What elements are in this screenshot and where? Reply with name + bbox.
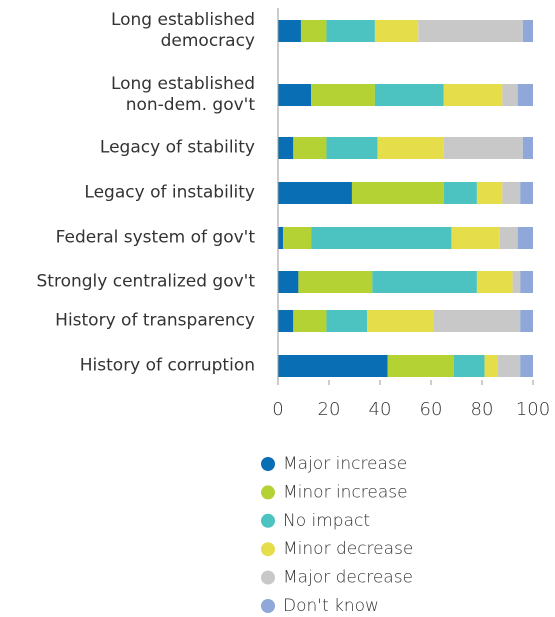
bar-segment: [443, 84, 503, 106]
bar-segment: [520, 310, 533, 332]
bar-segment: [387, 355, 454, 377]
bar-segment: [374, 20, 419, 42]
category-label: Long established democracy: [110, 10, 255, 51]
x-tick-label: 40: [369, 399, 392, 420]
bar-segment: [517, 84, 533, 106]
bar-segment: [520, 182, 533, 204]
bar-segment: [476, 182, 503, 204]
x-tick-label: 0: [272, 399, 283, 420]
bar-segment: [522, 137, 533, 159]
bar-segment: [443, 182, 477, 204]
bar-segment: [311, 227, 452, 249]
bar-segment: [278, 182, 352, 204]
legend-label: Major decrease: [283, 568, 413, 588]
legend-swatch: [261, 542, 275, 557]
bar-segment: [351, 182, 444, 204]
category-label: History of transparency: [55, 310, 255, 331]
bar-segment: [520, 355, 533, 377]
category-label: Federal system of gov't: [55, 227, 255, 248]
bar-segment: [502, 84, 518, 106]
bar-segment: [278, 20, 301, 42]
x-tick-label: 80: [471, 399, 494, 420]
x-tick-label: 100: [516, 399, 550, 420]
bar-segment: [293, 137, 327, 159]
bar-segment: [520, 271, 533, 293]
legend-swatch: [261, 457, 275, 471]
legend-label: Don't know: [283, 596, 379, 616]
x-tick-label: 20: [318, 399, 341, 420]
bar-segment: [522, 20, 533, 42]
bar-segment: [367, 310, 434, 332]
category-label: Strongly centralized gov't: [36, 271, 256, 292]
bar-segment: [372, 271, 477, 293]
bar-segment: [418, 20, 523, 42]
bar-segment: [300, 20, 327, 42]
category-label: Legacy of stability: [99, 137, 255, 158]
bar-segment: [502, 182, 521, 204]
bar-segment: [497, 355, 521, 377]
legend-label: No impact: [283, 511, 370, 531]
bar-segment: [298, 271, 373, 293]
category-label: Legacy of instability: [84, 182, 255, 203]
legend-swatch: [261, 599, 275, 613]
legend-swatch: [261, 513, 275, 528]
legend-swatch: [261, 570, 275, 585]
bar-segment: [443, 137, 523, 159]
category-label: History of corruption: [79, 355, 255, 376]
bar-segment: [278, 271, 299, 293]
bar-segment: [453, 355, 485, 377]
bar-segment: [517, 227, 533, 249]
bar-segment: [278, 137, 294, 159]
category-label: Long established non-dem. gov't: [110, 74, 255, 115]
legend-swatch: [261, 485, 275, 500]
bar-segment: [377, 137, 444, 159]
bar-segment: [278, 310, 294, 332]
bar-segment: [484, 355, 498, 377]
bar-segment: [278, 84, 312, 106]
bar-segment: [278, 227, 284, 249]
bar-segment: [499, 227, 518, 249]
bar-segment: [512, 271, 521, 293]
legend-label: Minor increase: [283, 482, 408, 502]
bar-segment: [278, 355, 388, 377]
bar-segment: [311, 84, 375, 106]
bar-segment: [433, 310, 521, 332]
x-tick-label: 60: [420, 399, 443, 420]
bar-segment: [283, 227, 312, 249]
bar-segment: [293, 310, 327, 332]
bar-segment: [451, 227, 500, 249]
bar-segment: [374, 84, 444, 106]
bar-segment: [326, 310, 368, 332]
bar-segment: [326, 20, 375, 42]
bar-segment: [326, 137, 378, 159]
legend-label: Major increase: [283, 454, 407, 474]
legend-label: Minor decrease: [283, 539, 413, 559]
bar-segment: [476, 271, 513, 293]
